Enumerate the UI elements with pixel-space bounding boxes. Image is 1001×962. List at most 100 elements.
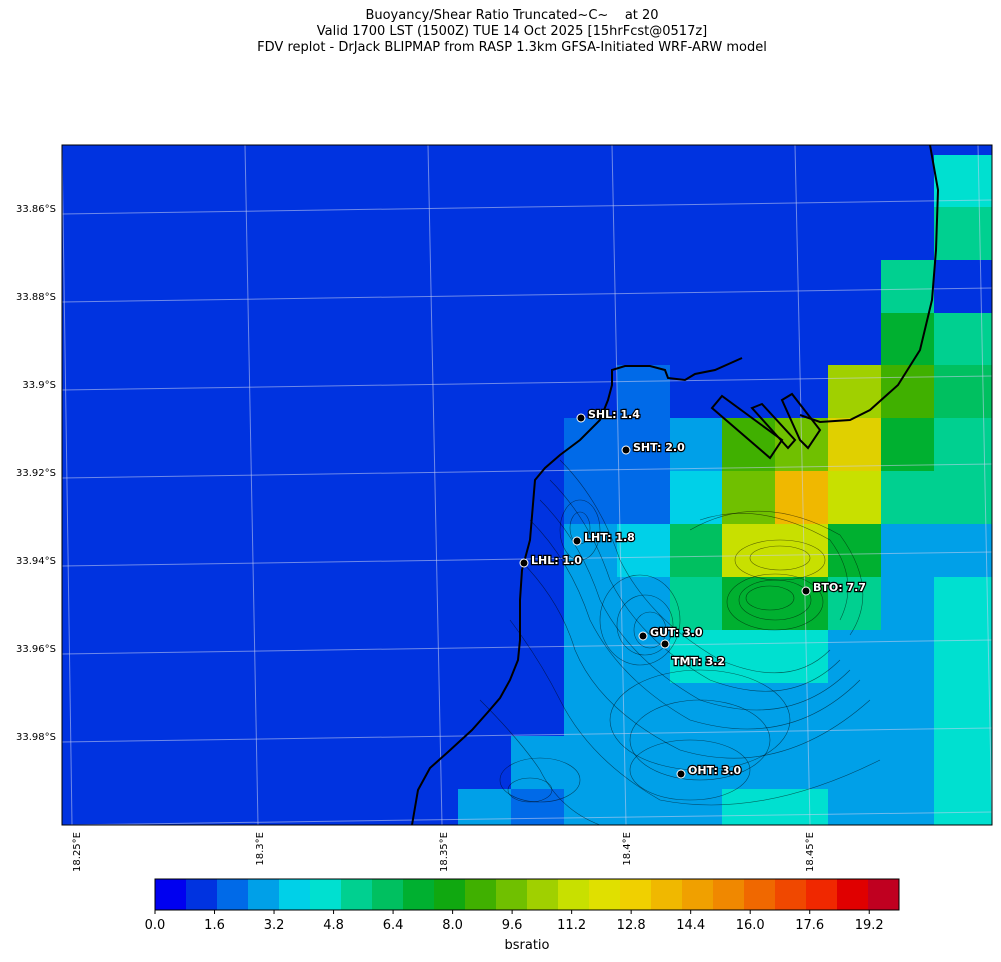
- colorbar-tick-label: 1.6: [204, 918, 225, 933]
- colorbar-swatch: [248, 879, 280, 910]
- colorbar-swatch: [403, 879, 435, 910]
- station-marker[interactable]: BTO: 7.7: [801, 580, 867, 596]
- cell: [828, 630, 934, 683]
- title-line-2: Valid 1700 LST (1500Z) TUE 14 Oct 2025 […: [316, 24, 708, 39]
- colorbar-swatch: [186, 879, 218, 910]
- colorbar-swatch: [496, 879, 528, 910]
- colorbar-swatch: [806, 879, 838, 910]
- cell: [881, 260, 934, 313]
- station-dot: [638, 631, 648, 641]
- station-marker[interactable]: SHT: 2.0: [621, 440, 686, 455]
- lat-label: 33.88°S: [16, 292, 56, 303]
- colorbar-swatch: [527, 879, 559, 910]
- colorbar-tick-label: 0.0: [145, 918, 166, 933]
- colorbar-swatch: [713, 879, 745, 910]
- cell: [511, 736, 934, 789]
- colorbar-swatch: [465, 879, 497, 910]
- colorbar-tick-label: 14.4: [676, 918, 705, 933]
- colorbar-swatch: [341, 879, 373, 910]
- lon-label: 18.25°E: [72, 832, 83, 872]
- colorbar-frame: [154, 878, 900, 911]
- station-dot: [660, 639, 670, 649]
- station-marker[interactable]: OHT: 3.0: [676, 763, 743, 779]
- colorbar-tick-label: 16.0: [736, 918, 765, 933]
- cell: [881, 524, 992, 577]
- cell: [564, 524, 617, 577]
- cell: [722, 524, 828, 577]
- plot-frame: [61, 144, 993, 826]
- station-label: SHT: 2.0: [633, 441, 685, 454]
- colorbar-tick-label: 4.8: [323, 918, 344, 933]
- lon-label: 18.4°E: [622, 832, 633, 866]
- station-marker[interactable]: LHL: 1.0: [519, 553, 583, 568]
- cell: [564, 630, 670, 683]
- colorbar-swatch: [775, 879, 807, 910]
- colorbar-tick-label: 9.6: [502, 918, 523, 933]
- colorbar-swatch: [217, 879, 249, 910]
- colorbar-swatch: [682, 879, 714, 910]
- colorbar-swatch: [837, 879, 869, 910]
- cell: [881, 471, 934, 524]
- cell: [881, 365, 934, 418]
- cell: [564, 418, 617, 524]
- cell: [670, 524, 722, 577]
- station-label: TMT: 3.2: [672, 655, 725, 668]
- cell: [934, 260, 992, 313]
- colorbar-swatch: [279, 879, 311, 910]
- map-title: Buoyancy/Shear Ratio Truncated~C~ at 20 …: [0, 8, 1001, 56]
- station-label: SHL: 1.4: [588, 408, 640, 421]
- cell: [934, 207, 992, 260]
- title-line-1: Buoyancy/Shear Ratio Truncated~C~ at 20: [365, 8, 659, 23]
- cell: [617, 365, 670, 524]
- colorbar-tick-label: 6.4: [383, 918, 404, 933]
- terrain-contours: [479, 459, 881, 825]
- cell: [564, 789, 722, 825]
- cell: [617, 524, 670, 577]
- cell: [828, 577, 881, 630]
- stations: SHL: 1.4 SHT: 2.0 LHT: 1.8 LHL: 1.0 BTO:…: [519, 407, 867, 779]
- cell: [881, 577, 934, 630]
- station-dot: [576, 413, 586, 423]
- colorbar-swatch: [651, 879, 683, 910]
- station-dot: [801, 586, 811, 596]
- station-marker[interactable]: TMT: 3.2: [660, 639, 726, 669]
- coastline: [411, 145, 940, 825]
- cell: [670, 418, 722, 471]
- cell: [934, 313, 992, 365]
- cell: [934, 155, 992, 207]
- colorbar-ticks: 0.0 1.6 3.2 4.8 6.4 8.0 9.6 11.2 12.8 14.4 16.0 17.…: [145, 910, 884, 933]
- colorbar-swatch: [589, 879, 621, 910]
- lon-label: 18.45°E: [805, 832, 816, 872]
- station-marker[interactable]: LHT: 1.8: [572, 530, 636, 546]
- station-label: BTO: 7.7: [813, 581, 866, 594]
- lon-label: 18.3°E: [255, 832, 266, 866]
- station-dot: [572, 536, 582, 546]
- colorbar-swatch: [868, 879, 900, 910]
- colorbar-tick-label: 8.0: [442, 918, 463, 933]
- colorbar-tick-label: 17.6: [795, 918, 824, 933]
- colorbar-tick-label: 12.8: [617, 918, 646, 933]
- cell: [828, 789, 934, 825]
- colorbar-tick-label: 3.2: [264, 918, 285, 933]
- colorbar-swatch: [558, 879, 590, 910]
- cell: [828, 471, 881, 524]
- colorbar-swatch: [155, 879, 187, 910]
- data-cells: [458, 155, 992, 825]
- colorbar-swatch: [620, 879, 652, 910]
- lon-label: 18.35°E: [439, 832, 450, 872]
- lat-label: 33.9°S: [22, 380, 56, 391]
- colorbar-swatch: [434, 879, 466, 910]
- station-label: OHT: 3.0: [688, 764, 742, 777]
- station-label: GUT: 3.0: [650, 626, 703, 639]
- lat-label: 33.92°S: [16, 468, 56, 479]
- cell: [722, 789, 828, 825]
- cell: [828, 524, 881, 577]
- colorbar-label: bsratio: [505, 938, 550, 953]
- station-label: LHT: 1.8: [584, 531, 635, 544]
- colorbar-swatch: [744, 879, 776, 910]
- station-marker[interactable]: GUT: 3.0: [638, 625, 704, 641]
- cell: [934, 418, 992, 524]
- station-marker[interactable]: SHL: 1.4: [576, 407, 641, 423]
- colorbar-swatch: [372, 879, 404, 910]
